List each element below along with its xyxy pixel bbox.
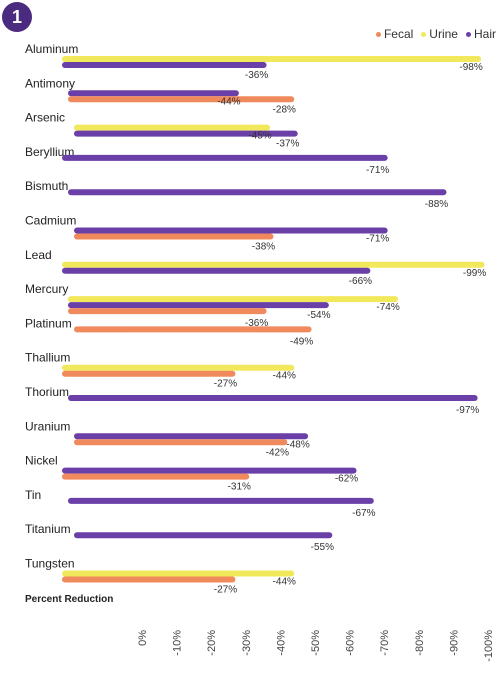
bar-hair-antimony xyxy=(68,90,239,97)
value-label-uranium-1: -42% xyxy=(266,447,289,458)
x-axis-label: Percent Reduction xyxy=(25,594,113,605)
value-label-antimony-0: -44% xyxy=(217,96,240,107)
category-label-lead: Lead xyxy=(25,248,52,262)
legend-swatch-urine xyxy=(421,31,427,37)
category-label-tungsten: Tungsten xyxy=(25,557,75,571)
value-label-platinum-0: -49% xyxy=(290,336,313,347)
category-label-nickel: Nickel xyxy=(25,454,58,468)
bar-hair-aluminum xyxy=(62,62,267,68)
value-label-lead-1: -66% xyxy=(349,276,372,287)
bar-fecal-uranium xyxy=(74,439,288,446)
tick-label-4: -40% xyxy=(275,630,287,656)
tick-label-7: -70% xyxy=(379,630,391,656)
tick-label-0: 0% xyxy=(137,630,149,646)
value-label-tungsten-0: -44% xyxy=(273,577,296,588)
value-label-arsenic-0: -45% xyxy=(248,131,271,142)
tick-label-5: -50% xyxy=(310,630,322,656)
tick-label-2: -20% xyxy=(206,630,218,656)
bar-hair-thorium xyxy=(68,395,478,401)
value-label-arsenic-1: -37% xyxy=(276,139,299,150)
value-label-thallium-1: -27% xyxy=(214,379,237,390)
value-label-aluminum-0: -98% xyxy=(459,62,482,73)
bar-hair-bismuth xyxy=(68,189,447,196)
value-label-cadmium-1: -38% xyxy=(252,242,275,253)
value-label-lead-0: -99% xyxy=(463,268,486,279)
bar-urine-thallium xyxy=(62,364,295,371)
category-label-arsenic: Arsenic xyxy=(25,111,65,125)
value-label-titanium-0: -55% xyxy=(311,542,334,553)
legend-item-urine: Urine xyxy=(421,27,458,41)
value-label-tin-0: -67% xyxy=(352,508,375,519)
category-label-mercury: Mercury xyxy=(25,282,68,296)
bar-fecal-mercury xyxy=(68,308,267,315)
legend-swatch-hair xyxy=(465,31,471,37)
figure-number-badge: 1 xyxy=(2,2,32,32)
bar-hair-cadmium xyxy=(74,227,388,234)
bar-hair-nickel xyxy=(62,467,357,474)
legend-label-hair: Hair xyxy=(473,27,496,41)
bar-hair-lead xyxy=(62,267,371,274)
value-label-beryllium-0: -71% xyxy=(366,165,389,176)
bar-urine-arsenic xyxy=(74,124,271,131)
bar-urine-tungsten xyxy=(62,570,295,577)
tick-label-9: -90% xyxy=(448,630,460,656)
legend-item-fecal: Fecal xyxy=(375,27,414,41)
value-label-cadmium-0: -71% xyxy=(366,234,389,245)
bar-hair-titanium xyxy=(74,532,333,539)
category-label-platinum: Platinum xyxy=(25,316,72,330)
category-label-cadmium: Cadmium xyxy=(25,214,76,228)
value-label-tungsten-1: -27% xyxy=(214,585,237,596)
bar-urine-lead xyxy=(62,261,485,268)
legend-swatch-fecal xyxy=(375,31,381,37)
bar-hair-arsenic xyxy=(74,130,298,137)
legend: Fecal Urine Hair xyxy=(375,27,496,41)
value-label-thallium-0: -44% xyxy=(273,371,296,382)
bar-fecal-tungsten xyxy=(62,576,236,583)
tick-label-8: -80% xyxy=(414,630,426,656)
value-label-antimony-1: -28% xyxy=(273,104,296,115)
bar-fecal-antimony xyxy=(68,96,295,103)
bar-fecal-platinum xyxy=(74,326,312,333)
bar-hair-beryllium xyxy=(62,154,388,161)
value-label-bismuth-0: -88% xyxy=(425,199,448,210)
bar-fecal-thallium xyxy=(62,370,236,377)
value-label-nickel-1: -31% xyxy=(228,482,251,493)
category-label-aluminum: Aluminum xyxy=(25,42,78,56)
value-label-uranium-0: -48% xyxy=(286,439,309,450)
legend-label-urine: Urine xyxy=(429,27,458,41)
tick-label-6: -60% xyxy=(345,630,357,656)
category-label-thorium: Thorium xyxy=(25,385,69,399)
category-label-beryllium: Beryllium xyxy=(25,145,74,159)
value-label-nickel-0: -62% xyxy=(335,474,358,485)
category-label-titanium: Titanium xyxy=(25,522,71,536)
legend-item-hair: Hair xyxy=(465,27,496,41)
value-label-thorium-0: -97% xyxy=(456,405,479,416)
bar-hair-mercury xyxy=(68,302,329,309)
value-label-mercury-2: -36% xyxy=(245,318,268,329)
value-label-aluminum-1: -36% xyxy=(245,70,268,81)
value-label-mercury-1: -54% xyxy=(307,310,330,321)
category-label-tin: Tin xyxy=(25,488,41,502)
tick-label-1: -10% xyxy=(172,630,184,656)
bar-urine-aluminum xyxy=(62,56,482,62)
bar-fecal-nickel xyxy=(62,473,250,480)
bar-fecal-cadmium xyxy=(74,233,274,240)
bar-urine-mercury xyxy=(68,296,399,303)
value-label-mercury-0: -74% xyxy=(376,302,399,313)
tick-label-3: -30% xyxy=(241,630,253,656)
tick-label-10: -100% xyxy=(483,630,495,662)
legend-label-fecal: Fecal xyxy=(383,27,414,41)
category-label-bismuth: Bismuth xyxy=(25,179,68,193)
bar-hair-tin xyxy=(68,497,374,504)
bar-hair-uranium xyxy=(74,433,309,440)
category-label-thallium: Thallium xyxy=(25,351,70,365)
category-label-antimony: Antimony xyxy=(25,76,75,90)
category-label-uranium: Uranium xyxy=(25,419,70,433)
